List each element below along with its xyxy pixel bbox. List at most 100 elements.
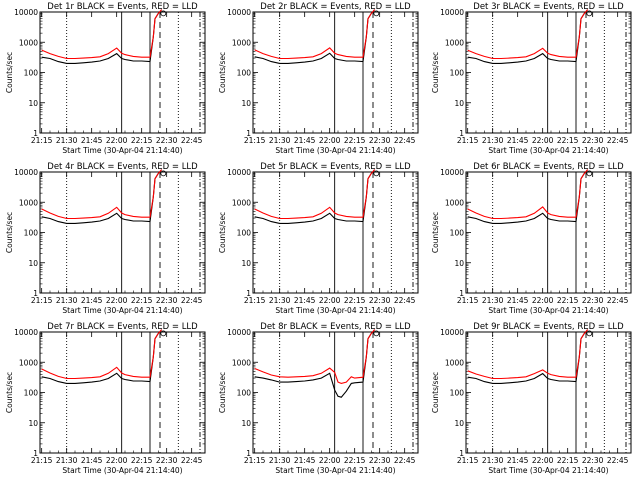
plot-frame <box>465 11 632 134</box>
x-tick-label: 21:30 <box>56 136 78 145</box>
x-tick-label: 22:15 <box>344 296 366 305</box>
y-tick-label: 10 <box>28 259 38 268</box>
y-tick-label: 1 <box>33 449 38 458</box>
x-tick-label: 22:45 <box>181 456 203 465</box>
y-tick-label: 1000 <box>19 198 38 207</box>
y-tick-label: 10 <box>241 99 251 108</box>
x-tick-label: 21:15 <box>31 136 53 145</box>
x-tick-label: 21:15 <box>457 296 479 305</box>
y-tick-label: 10 <box>454 99 464 108</box>
panel-det-6: Det 6r BLACK = Events, RED = LLD 1 10 100 10… <box>431 162 632 315</box>
y-tick-label: 10 <box>28 99 38 108</box>
events-series-line <box>254 9 376 64</box>
lld-series-line <box>467 9 589 60</box>
y-tick-label: 1 <box>459 129 464 138</box>
x-tick-label: 21:30 <box>482 456 504 465</box>
x-tick-label: 21:45 <box>81 296 103 305</box>
y-tick-label: 1 <box>246 449 251 458</box>
x-tick-label: 21:30 <box>482 136 504 145</box>
y-tick-label: 100 <box>237 389 252 398</box>
x-tick-label: 22:00 <box>106 136 128 145</box>
x-tick-label: 22:30 <box>156 456 178 465</box>
panel-title: Det 9r BLACK = Events, RED = LLD <box>473 322 624 332</box>
x-tick-label: 22:15 <box>557 136 579 145</box>
peak-marker-symbol <box>373 330 380 337</box>
x-tick-label: 22:45 <box>394 136 416 145</box>
panel-det-9: Det 9r BLACK = Events, RED = LLD 1 10 100 10… <box>431 322 632 475</box>
panel-det-4: Det 4r BLACK = Events, RED = LLD 1 10 100 10… <box>5 162 206 315</box>
x-axis-label: Start Time (30-Apr-04 21:14:40) <box>62 466 182 475</box>
y-tick-label: 1000 <box>232 38 251 47</box>
x-tick-label: 22:30 <box>582 136 604 145</box>
panel-det-7: Det 7r BLACK = Events, RED = LLD 1 10 100 10… <box>5 322 206 475</box>
x-tick-label: 21:45 <box>294 136 316 145</box>
y-tick-label: 1000 <box>19 38 38 47</box>
x-tick-label: 22:45 <box>181 296 203 305</box>
y-tick-label: 100 <box>237 229 252 238</box>
plot-frame <box>39 171 206 294</box>
panel-title: Det 8r BLACK = Events, RED = LLD <box>260 322 411 332</box>
panel-title: Det 4r BLACK = Events, RED = LLD <box>47 162 198 172</box>
events-series-line <box>254 169 376 224</box>
x-tick-label: 22:15 <box>131 136 153 145</box>
y-tick-label: 10 <box>454 259 464 268</box>
lld-series-line <box>467 329 589 380</box>
y-axis-label: Counts/sec <box>431 212 440 253</box>
x-tick-label: 22:00 <box>319 296 341 305</box>
y-tick-label: 10000 <box>14 328 38 337</box>
panel-title: Det 1r BLACK = Events, RED = LLD <box>47 2 198 12</box>
panel-title: Det 2r BLACK = Events, RED = LLD <box>260 2 411 12</box>
y-tick-label: 1 <box>246 129 251 138</box>
x-tick-label: 22:00 <box>106 456 128 465</box>
events-series-line <box>254 329 376 398</box>
events-series-line <box>467 9 589 64</box>
plot-frame <box>465 331 632 454</box>
y-tick-label: 10000 <box>440 328 464 337</box>
y-tick-label: 1 <box>33 129 38 138</box>
lld-series-line <box>41 169 163 220</box>
panel-title: Det 5r BLACK = Events, RED = LLD <box>260 162 411 172</box>
x-axis-label: Start Time (30-Apr-04 21:14:40) <box>488 466 608 475</box>
y-tick-label: 10000 <box>227 168 251 177</box>
plot-frame <box>39 11 206 134</box>
x-tick-label: 21:45 <box>294 296 316 305</box>
y-tick-label: 100 <box>450 389 465 398</box>
y-tick-label: 10000 <box>440 8 464 17</box>
y-axis-label: Counts/sec <box>5 372 14 413</box>
x-tick-label: 22:15 <box>131 296 153 305</box>
x-tick-label: 22:00 <box>532 296 554 305</box>
y-axis-label: Counts/sec <box>5 212 14 253</box>
peak-marker-symbol <box>373 170 380 177</box>
peak-marker-symbol <box>160 330 167 337</box>
events-series-line <box>41 329 163 384</box>
x-tick-label: 21:15 <box>244 136 266 145</box>
x-tick-label: 22:30 <box>156 296 178 305</box>
peak-marker-symbol <box>160 10 167 17</box>
plot-frame <box>39 331 206 454</box>
y-axis-label: Counts/sec <box>218 212 227 253</box>
events-series-line <box>41 169 163 224</box>
x-tick-label: 22:00 <box>532 136 554 145</box>
y-axis-label: Counts/sec <box>218 372 227 413</box>
y-tick-label: 1000 <box>445 38 464 47</box>
y-tick-label: 1 <box>459 449 464 458</box>
x-tick-label: 21:15 <box>31 296 53 305</box>
y-tick-label: 100 <box>24 69 39 78</box>
x-tick-label: 21:15 <box>31 456 53 465</box>
events-series-line <box>41 9 163 64</box>
x-tick-label: 21:45 <box>507 296 529 305</box>
y-axis-label: Counts/sec <box>431 52 440 93</box>
x-tick-label: 22:00 <box>106 296 128 305</box>
x-tick-label: 22:30 <box>369 296 391 305</box>
x-tick-label: 22:30 <box>156 136 178 145</box>
x-tick-label: 22:00 <box>319 136 341 145</box>
peak-marker-symbol <box>373 10 380 17</box>
x-tick-label: 21:30 <box>56 456 78 465</box>
y-tick-label: 10 <box>454 419 464 428</box>
x-tick-label: 22:45 <box>394 456 416 465</box>
x-tick-label: 21:30 <box>482 296 504 305</box>
x-tick-label: 22:45 <box>607 456 629 465</box>
x-tick-label: 21:15 <box>244 296 266 305</box>
peak-marker-symbol <box>586 330 593 337</box>
y-axis-label: Counts/sec <box>5 52 14 93</box>
